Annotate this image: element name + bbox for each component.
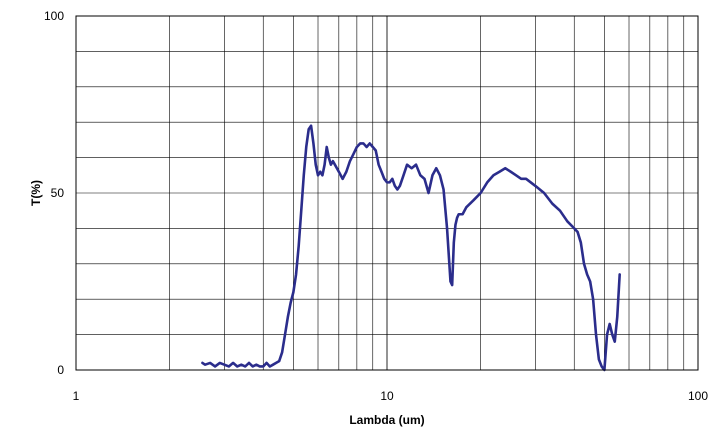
- plot-area-frame: [75, 15, 699, 371]
- x-axis-tick-labels: 1 10 100: [73, 389, 709, 403]
- x-tick-label: 10: [380, 389, 394, 403]
- y-axis-tick-labels: 0 50 100: [44, 9, 64, 377]
- x-axis-title: Lambda (um): [349, 413, 424, 427]
- transmission-series-line: [201, 124, 621, 372]
- y-tick-label: 100: [44, 9, 64, 23]
- y-tick-label: 50: [51, 186, 65, 200]
- x-tick-label: 1: [73, 389, 80, 403]
- y-axis-title: T(%): [29, 180, 43, 206]
- series-layer: [201, 124, 621, 372]
- y-tick-label: 0: [57, 363, 64, 377]
- x-tick-label: 100: [688, 389, 708, 403]
